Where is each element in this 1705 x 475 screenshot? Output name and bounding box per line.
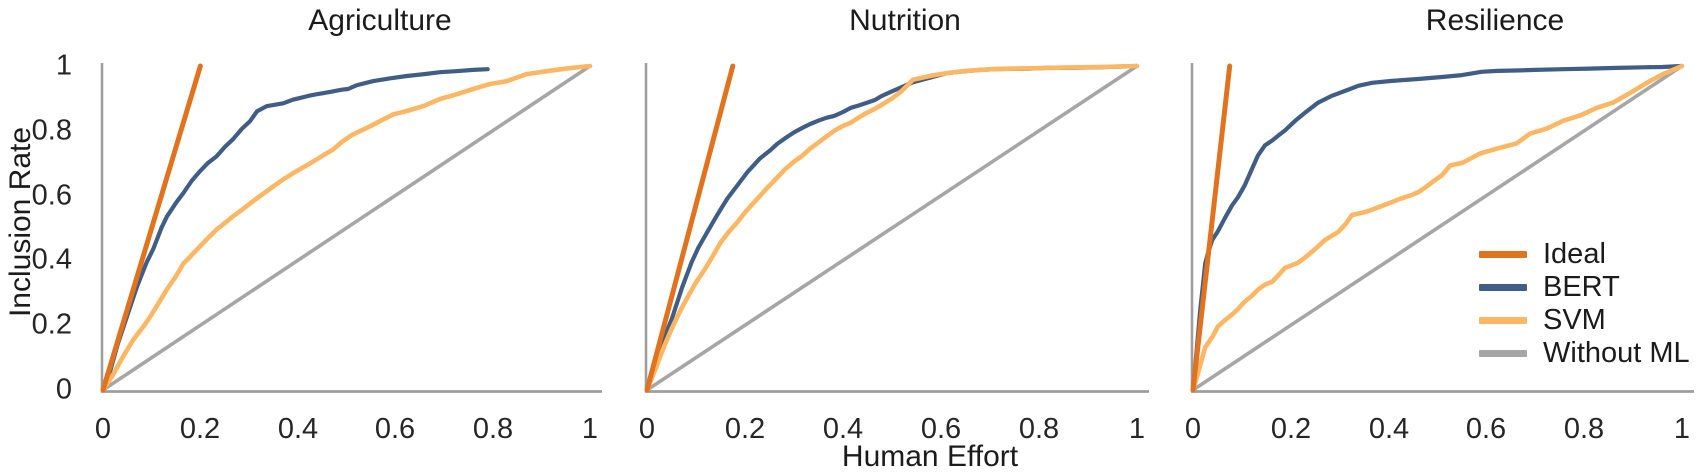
curve-svm — [100, 63, 593, 393]
x-tick-label: 0.8 — [1563, 413, 1605, 445]
panel-title-resilience: Resilience — [1425, 4, 1565, 37]
x-tick-label: 0.2 — [179, 413, 221, 445]
legend-item-svm: SVM — [1479, 304, 1690, 337]
legend-item-ideal: Ideal — [1479, 238, 1690, 271]
legend-label: Ideal — [1543, 238, 1606, 270]
x-tick-label: 0.6 — [920, 413, 962, 445]
curve-svm — [1190, 63, 1685, 393]
y-tick-label: 0 — [55, 373, 72, 406]
curve-without-ml — [1191, 64, 1684, 392]
legend-label: Without ML — [1543, 337, 1690, 369]
x-tick-label: 0.2 — [724, 413, 766, 445]
curve-bert — [100, 67, 490, 393]
x-tick-label: 0.6 — [374, 413, 416, 445]
curve-without-ml — [101, 64, 592, 392]
legend-item-without-ml: Without ML — [1479, 337, 1690, 370]
curve-ideal — [1190, 63, 1233, 393]
panel-title-nutrition: Nutrition — [849, 4, 961, 37]
x-axis-label: Human Effort — [841, 440, 1019, 473]
x-tick-label: 1 — [1673, 413, 1691, 445]
curve-bert — [1190, 63, 1685, 393]
y-tick-label: 0.4 — [31, 243, 72, 276]
y-tick-label: 0.6 — [31, 179, 72, 212]
x-tick-label: 1 — [1128, 413, 1146, 445]
x-tick-label: 0 — [94, 413, 112, 445]
x-tick-label: 0.8 — [1018, 413, 1060, 445]
x-tick-label: 0.4 — [1368, 413, 1410, 445]
y-tick-label: 1 — [55, 49, 72, 82]
y-axis-label: Inclusion Rate — [4, 126, 37, 318]
curve-ideal — [100, 63, 203, 393]
bert-line-swatch — [1479, 284, 1527, 291]
svm-line-swatch — [1479, 317, 1527, 324]
x-tick-label: 0.8 — [472, 413, 514, 445]
x-tick-label: 0.6 — [1465, 413, 1507, 445]
x-tick-label: 0.4 — [277, 413, 319, 445]
legend-item-bert: BERT — [1479, 271, 1690, 304]
legend-label: SVM — [1543, 304, 1606, 336]
curve-without-ml — [645, 64, 1139, 392]
x-tick-label: 0 — [638, 413, 656, 445]
curve-svm — [644, 63, 1140, 393]
legend-label: BERT — [1543, 271, 1620, 303]
panel-title-agriculture: Agriculture — [308, 4, 452, 37]
without-ml-line-swatch — [1479, 350, 1527, 357]
y-tick-label: 0.8 — [31, 114, 72, 147]
curve-ideal — [644, 63, 736, 393]
x-tick-label: 0.2 — [1270, 413, 1312, 445]
legend: Ideal BERT SVM Without ML — [1479, 238, 1690, 370]
x-tick-label: 0 — [1184, 413, 1202, 445]
y-tick-label: 0.2 — [31, 308, 72, 341]
ideal-line-swatch — [1479, 251, 1527, 258]
x-tick-label: 0.4 — [822, 413, 864, 445]
x-tick-label: 1 — [581, 413, 599, 445]
